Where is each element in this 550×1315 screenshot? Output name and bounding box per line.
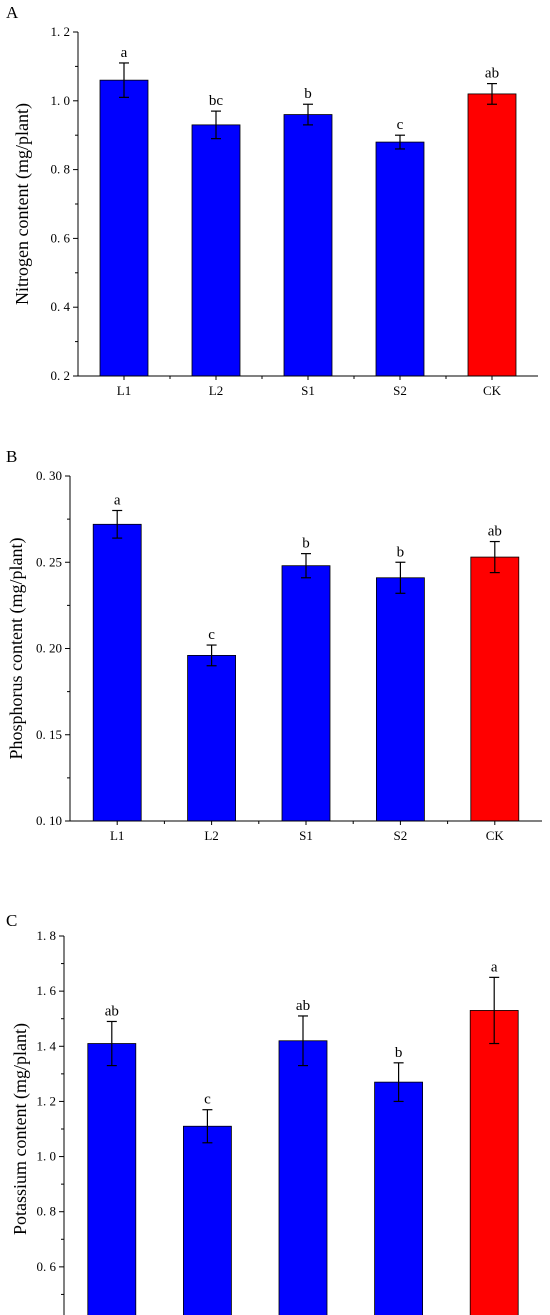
error-bar-ck	[487, 82, 497, 105]
y-tick-label: 0. 25	[36, 554, 62, 569]
error-bar-l1	[119, 62, 129, 98]
significance-label: c	[397, 117, 404, 133]
bar-s2	[374, 1081, 424, 1315]
error-bar-l1	[106, 1020, 117, 1067]
significance-label: ab	[485, 66, 499, 82]
panel-letter: B	[6, 447, 17, 466]
bar-s1	[283, 114, 333, 377]
y-axis-title: Phosphorus content (mg/plant)	[6, 538, 27, 760]
x-tick-label: S1	[299, 828, 313, 843]
x-tick-label: L1	[110, 828, 124, 843]
y-tick-label: 1. 0	[51, 93, 71, 108]
phosphorus-chart: Ba c b b ab 0. 10 0. 15 0. 20 0. 25 0. 30 L1 L2 S1 S2…	[6, 447, 542, 843]
x-tick-label: S2	[393, 383, 407, 398]
bar-s2	[375, 577, 425, 822]
y-tick-label: 0. 20	[36, 641, 62, 656]
x-tick-label: S2	[394, 828, 408, 843]
bar-s1	[281, 565, 331, 822]
y-tick-label: 0. 15	[36, 727, 62, 742]
y-axis-title: Potassium content (mg/plant)	[10, 1023, 31, 1235]
y-tick-label: 0. 4	[51, 299, 71, 314]
bar-ck	[470, 556, 520, 822]
error-bar-s1	[301, 553, 311, 579]
bar-l1	[92, 523, 142, 822]
significance-label: ab	[105, 1003, 119, 1019]
y-axis-title: Nitrogen content (mg/plant)	[12, 103, 33, 305]
y-tick-label: 1. 6	[37, 983, 57, 998]
significance-label: b	[304, 86, 312, 102]
y-tick-label: 0. 6	[37, 1259, 57, 1274]
panel-letter: C	[6, 911, 17, 930]
significance-label: bc	[209, 93, 224, 109]
bar-l2	[187, 654, 237, 822]
bar-l2	[191, 124, 241, 377]
error-bar-s1	[298, 1015, 308, 1067]
bar-ck	[469, 1010, 519, 1315]
bar-s2	[375, 141, 425, 377]
x-tick-label: S1	[301, 383, 315, 398]
y-tick-label: 0. 6	[51, 230, 71, 245]
bar-l2	[182, 1125, 232, 1315]
significance-label: a	[491, 959, 498, 975]
error-bar-s2	[393, 1062, 404, 1103]
y-tick-label: 1. 0	[37, 1149, 57, 1164]
error-bar-s2	[395, 134, 405, 150]
error-bar-ck	[489, 976, 500, 1045]
error-bar-l2	[202, 1109, 213, 1144]
x-tick-label: L2	[204, 828, 218, 843]
error-bar-s2	[395, 561, 406, 594]
y-tick-label: 1. 4	[37, 1038, 57, 1053]
y-tick-label: 0. 30	[36, 468, 62, 483]
bar-l1	[99, 79, 149, 377]
x-tick-label: CK	[483, 383, 502, 398]
y-tick-label: 0. 2	[51, 368, 71, 383]
error-bar-l1	[112, 509, 123, 539]
x-tick-label: CK	[486, 828, 505, 843]
error-bar-s1	[303, 103, 313, 126]
bar-ck	[467, 93, 517, 377]
significance-label: b	[302, 536, 310, 552]
panel-letter: A	[6, 3, 19, 22]
error-bar-l2	[211, 110, 221, 140]
bar-s1	[278, 1040, 328, 1315]
y-tick-label: 0. 8	[51, 162, 71, 177]
y-tick-label: 0. 8	[37, 1204, 57, 1219]
significance-label: c	[204, 1092, 211, 1108]
y-tick-label: 1. 8	[37, 928, 57, 943]
significance-label: a	[121, 45, 128, 61]
significance-label: b	[397, 544, 405, 560]
significance-label: a	[114, 493, 121, 509]
significance-label: ab	[296, 998, 310, 1014]
x-tick-label: L1	[117, 383, 131, 398]
y-tick-label: 0. 10	[36, 813, 62, 828]
significance-label: c	[208, 627, 215, 643]
y-tick-label: 1. 2	[51, 24, 71, 39]
error-bar-ck	[489, 540, 500, 574]
x-tick-label: L2	[209, 383, 223, 398]
error-bar-l2	[206, 644, 217, 667]
significance-label: b	[395, 1045, 403, 1061]
significance-label: ab	[488, 524, 502, 540]
y-tick-label: 1. 2	[37, 1093, 57, 1108]
bar-l1	[87, 1043, 137, 1315]
